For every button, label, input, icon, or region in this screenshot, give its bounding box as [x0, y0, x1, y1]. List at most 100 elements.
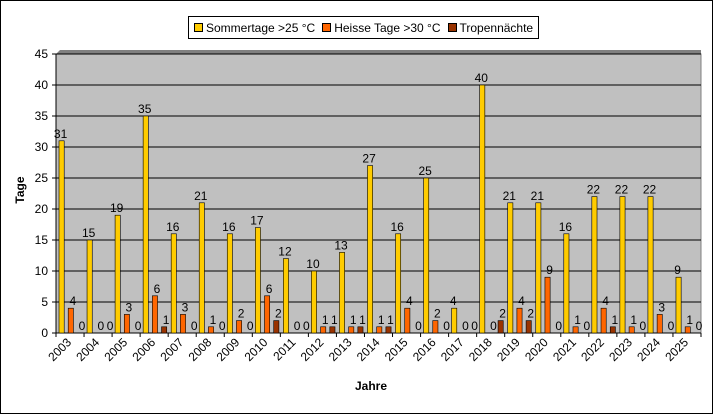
data-label-sommertage: 19 [110, 201, 124, 215]
bar-heisse-tage [684, 326, 691, 334]
data-label-heisse-tage: 6 [154, 282, 161, 296]
data-label-tropennaechte: 0 [247, 319, 254, 333]
data-label-tropennaechte: 0 [107, 319, 114, 333]
x-tick-label: 2025 [662, 335, 691, 364]
x-tick-label: 2014 [354, 335, 383, 364]
y-tick-label: 10 [35, 264, 49, 278]
data-label-heisse-tage: 1 [630, 313, 637, 327]
data-label-sommertage: 22 [615, 183, 629, 197]
x-tick-label: 2020 [522, 335, 551, 364]
data-label-sommertage: 22 [587, 183, 601, 197]
bar-sommertage [255, 227, 261, 334]
data-label-heisse-tage: 0 [97, 319, 104, 333]
bar-sommertage [58, 140, 65, 334]
x-tick-label: 2012 [298, 335, 327, 364]
data-label-tropennaechte: 0 [668, 319, 675, 333]
legend-item-sommertage: Sommertage >25 °C [194, 21, 315, 35]
x-tick-label: 2023 [606, 335, 635, 364]
bar-sommertage [283, 258, 289, 334]
x-tick-label: 2007 [158, 335, 187, 364]
data-label-tropennaechte: 0 [415, 319, 422, 333]
data-label-sommertage: 9 [674, 263, 681, 277]
bar-heisse-tage [404, 307, 411, 334]
legend: Sommertage >25 °C Heisse Tage >30 °C Tro… [188, 16, 540, 39]
bar-heisse-tage [376, 326, 383, 334]
data-label-heisse-tage: 1 [378, 313, 385, 327]
data-label-tropennaechte: 0 [303, 319, 310, 333]
bar-sommertage [423, 177, 430, 334]
bar-sommertage [367, 165, 373, 334]
data-label-heisse-tage: 4 [602, 294, 609, 308]
y-tick-label: 20 [35, 202, 49, 216]
x-tick-label: 2022 [578, 335, 607, 364]
data-label-heisse-tage: 0 [490, 319, 497, 333]
data-label-tropennaechte: 0 [555, 319, 562, 333]
data-label-sommertage: 27 [362, 152, 376, 166]
x-tick-label: 2005 [101, 335, 130, 364]
data-label-sommertage: 16 [222, 220, 236, 234]
bar-heisse-tage [236, 320, 242, 334]
bar-tropennaechte [357, 326, 364, 334]
y-axis-title: Tage [13, 176, 27, 204]
bar-sommertage [675, 276, 682, 334]
bar-heisse-tage [264, 295, 271, 334]
data-label-sommertage: 31 [54, 127, 68, 141]
data-label-heisse-tage: 3 [658, 300, 665, 314]
bar-tropennaechte [497, 320, 504, 334]
data-label-sommertage: 10 [306, 257, 320, 271]
bar-sommertage [114, 214, 121, 334]
data-label-sommertage: 22 [643, 183, 657, 197]
data-label-tropennaechte: 2 [499, 307, 506, 321]
bar-sommertage [507, 202, 514, 334]
data-label-tropennaechte: 1 [163, 313, 170, 327]
legend-label-tropennaechte: Tropennächte [459, 20, 534, 35]
data-label-heisse-tage: 9 [546, 263, 553, 277]
legend-swatch-sommertage [194, 23, 203, 32]
data-label-tropennaechte: 1 [611, 313, 618, 327]
bar-heisse-tage [320, 326, 327, 334]
bar-sommertage [142, 115, 149, 334]
y-tick-label: 25 [35, 171, 49, 185]
bar-tropennaechte [609, 326, 616, 334]
bar-heisse-tage [572, 326, 579, 334]
data-label-sommertage: 12 [278, 245, 292, 259]
bar-heisse-tage [152, 295, 158, 334]
data-label-tropennaechte: 0 [135, 319, 142, 333]
bar-tropennaechte [273, 320, 280, 334]
bar-sommertage [339, 252, 345, 334]
x-tick-label: 2008 [186, 335, 215, 364]
data-label-sommertage: 21 [194, 189, 208, 203]
data-label-tropennaechte: 0 [191, 319, 198, 333]
bar-sommertage [170, 233, 177, 334]
legend-label-heisse-tage: Heisse Tage >30 °C [334, 20, 441, 35]
data-label-tropennaechte: 2 [275, 307, 282, 321]
x-tick-label: 2010 [242, 335, 271, 364]
data-label-sommertage: 4 [450, 294, 457, 308]
legend-swatch-tropennaechte [447, 23, 457, 32]
data-label-sommertage: 17 [250, 214, 264, 228]
x-tick-label: 2011 [270, 335, 298, 363]
data-label-sommertage: 13 [334, 238, 348, 252]
bar-sommertage [198, 202, 205, 334]
x-tick-label: 2021 [550, 335, 579, 364]
legend-item-tropennaechte: Tropennächte [447, 20, 534, 35]
data-label-sommertage: 16 [390, 220, 404, 234]
data-label-tropennaechte: 0 [219, 319, 226, 333]
x-tick-label: 2017 [438, 335, 467, 364]
bar-heisse-tage [67, 307, 74, 334]
x-tick-label: 2016 [410, 335, 439, 364]
bar-sommertage [535, 202, 542, 334]
bar-sommertage [563, 233, 570, 334]
bar-heisse-tage [516, 307, 523, 334]
data-label-sommertage: 25 [418, 164, 432, 178]
bar-heisse-tage [180, 314, 186, 334]
y-tick-label: 15 [35, 233, 49, 247]
data-label-heisse-tage: 1 [350, 313, 357, 327]
bar-tropennaechte [525, 320, 532, 334]
bar-heisse-tage [628, 326, 635, 334]
x-tick-label: 2018 [466, 335, 495, 364]
y-tick-label: 0 [41, 326, 48, 340]
data-label-heisse-tage: 4 [518, 294, 525, 308]
